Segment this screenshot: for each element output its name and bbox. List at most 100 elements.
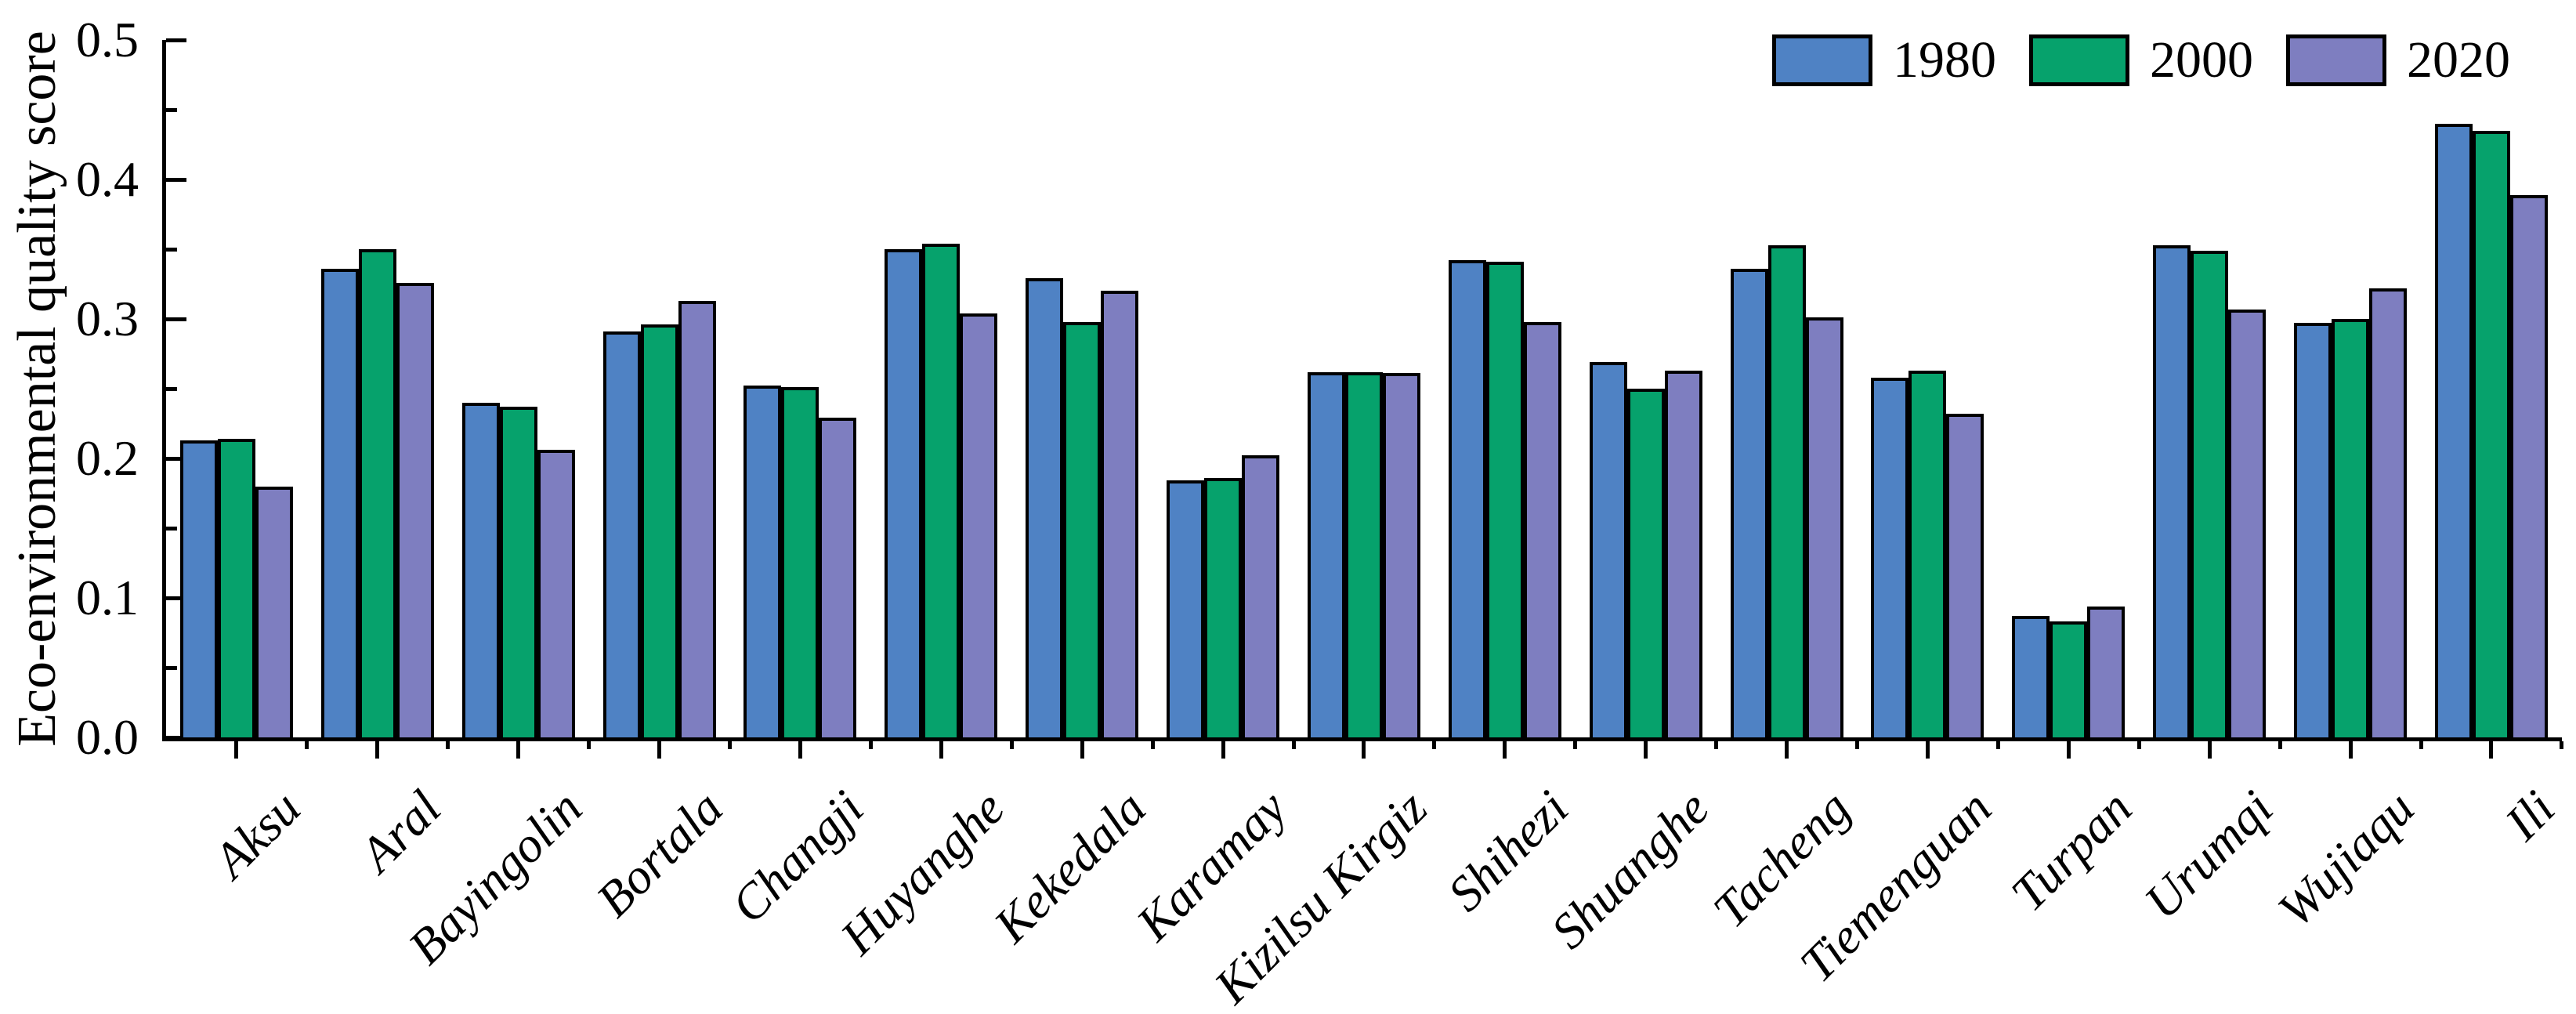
x-label-slot: Ili bbox=[2417, 780, 2565, 1001]
bar-group-shihezi bbox=[1435, 40, 1578, 759]
bar-kizilsu-kirgiz-1980 bbox=[1307, 371, 1345, 737]
bar-kizilsu-kirgiz-2000 bbox=[1344, 371, 1383, 737]
bar-wujiaqu-2020 bbox=[2369, 288, 2408, 737]
bar-group-urumqi bbox=[2139, 40, 2282, 759]
bar-karamay-1980 bbox=[1167, 480, 1205, 737]
x-major-tick bbox=[234, 741, 239, 759]
legend-label-2000: 2000 bbox=[2150, 31, 2253, 89]
bar-group-shuanghe bbox=[1576, 40, 1719, 759]
x-major-tick bbox=[798, 741, 802, 759]
x-label-slot: Shuanghe bbox=[1540, 780, 1720, 1001]
x-minor-tick bbox=[1291, 741, 1296, 749]
legend-entry-1980: 1980 bbox=[1772, 34, 1996, 86]
bar-group-tacheng bbox=[1717, 40, 1859, 759]
bar-huyanghe-1980 bbox=[885, 249, 923, 737]
bar-group-wujiaqu bbox=[2280, 40, 2423, 759]
x-label-slot: Shihezi bbox=[1431, 780, 1579, 1001]
x-major-tick bbox=[2207, 741, 2212, 759]
x-tick-label: Ili bbox=[2494, 780, 2566, 851]
x-label-slot: Bortala bbox=[585, 780, 733, 1001]
x-minor-tick bbox=[1573, 741, 1578, 749]
x-major-tick bbox=[1503, 741, 1507, 759]
x-major-tick bbox=[939, 741, 943, 759]
bar-urumqi-2000 bbox=[2191, 250, 2229, 737]
bar-bortala-2000 bbox=[640, 324, 678, 737]
legend-entry-2020: 2020 bbox=[2286, 34, 2510, 86]
y-axis-title: Eco-environmental quality score bbox=[7, 31, 67, 747]
bar-tacheng-2000 bbox=[1767, 244, 1806, 737]
bar-bayingolin-2000 bbox=[499, 407, 537, 737]
bar-shuanghe-2020 bbox=[1664, 370, 1702, 737]
bar-huyanghe-2020 bbox=[960, 313, 998, 737]
y-major-tick bbox=[166, 317, 186, 321]
bar-shihezi-2000 bbox=[1485, 262, 1524, 737]
x-label-slot: Tiemenguan bbox=[1789, 780, 2001, 1001]
x-major-tick bbox=[1362, 741, 1366, 759]
y-major-tick bbox=[166, 596, 186, 600]
bar-changji-2000 bbox=[781, 387, 819, 737]
bar-kekedala-2020 bbox=[1101, 291, 1139, 737]
legend-label-1980: 1980 bbox=[1893, 31, 1996, 89]
bar-ili-2020 bbox=[2509, 194, 2548, 737]
y-tick-label: 0.2 bbox=[76, 430, 139, 486]
bar-aral-2020 bbox=[396, 282, 434, 737]
bar-aral-2000 bbox=[358, 249, 396, 737]
x-minor-tick bbox=[868, 741, 873, 749]
bar-bayingolin-1980 bbox=[461, 402, 500, 737]
x-major-tick bbox=[2348, 741, 2353, 759]
x-minor-tick bbox=[728, 741, 732, 749]
x-label-slot: Huyanghe bbox=[830, 780, 1015, 1001]
bar-kekedala-2000 bbox=[1063, 321, 1102, 737]
x-major-tick bbox=[1080, 741, 1084, 759]
bar-group-changji bbox=[730, 40, 873, 759]
bar-shihezi-2020 bbox=[1523, 321, 1561, 737]
x-major-tick bbox=[1221, 741, 1225, 759]
bar-group-kekedala bbox=[1011, 40, 1155, 759]
bar-tacheng-2020 bbox=[1805, 317, 1843, 737]
x-tick-label: Urumqi bbox=[2133, 780, 2284, 930]
plot-area: 0.0 0.1 0.2 0.3 0.4 0.5 bbox=[76, 15, 2564, 762]
y-minor-tick bbox=[166, 386, 177, 391]
x-axis-labels: Aksu Aral Bayingolin Bortala Changji Huyanghe… bbox=[162, 780, 2565, 1014]
x-major-tick bbox=[2066, 741, 2071, 759]
x-minor-tick bbox=[446, 741, 450, 749]
legend-swatch-2020 bbox=[2286, 34, 2386, 86]
bar-groups bbox=[166, 40, 2564, 759]
bar-bortala-1980 bbox=[602, 331, 641, 737]
y-tick-label: 0.4 bbox=[76, 151, 139, 207]
x-tick-label: Turpan bbox=[2000, 780, 2143, 922]
bar-turpan-1980 bbox=[2012, 616, 2050, 737]
y-tick-label: 0.1 bbox=[76, 570, 139, 625]
x-label-slot: Urumqi bbox=[2134, 780, 2284, 1001]
legend-swatch-2000 bbox=[2029, 34, 2129, 86]
bar-group-turpan bbox=[1998, 40, 2141, 759]
x-minor-tick bbox=[2278, 741, 2282, 749]
bar-group-tiemenguan bbox=[1858, 40, 2000, 759]
bar-group-bayingolin bbox=[448, 40, 592, 759]
x-minor-tick bbox=[1009, 741, 1014, 749]
x-major-tick bbox=[375, 741, 380, 759]
x-minor-tick bbox=[1432, 741, 1437, 749]
x-tick-label: Shihezi bbox=[1437, 780, 1579, 922]
bar-group-ili bbox=[2421, 40, 2564, 759]
y-minor-tick bbox=[166, 526, 177, 531]
legend-label-2020: 2020 bbox=[2407, 31, 2510, 89]
x-tick-label: Kekedala bbox=[982, 780, 1156, 954]
bar-aksu-2020 bbox=[255, 486, 293, 737]
bar-bayingolin-2020 bbox=[537, 450, 575, 737]
x-label-slot: Wujiaqu bbox=[2267, 780, 2424, 1001]
x-minor-tick bbox=[587, 741, 592, 749]
x-label-slot: Kekedala bbox=[982, 780, 1156, 1001]
y-tick-label: 0.3 bbox=[76, 291, 139, 346]
bar-karamay-2000 bbox=[1204, 477, 1243, 737]
bar-kekedala-1980 bbox=[1026, 278, 1064, 737]
x-minor-tick bbox=[1995, 741, 2000, 749]
bar-wujiaqu-1980 bbox=[2294, 323, 2332, 737]
x-minor-tick bbox=[1855, 741, 1859, 749]
bar-changji-1980 bbox=[743, 386, 782, 737]
bar-shuanghe-1980 bbox=[1589, 362, 1627, 737]
x-major-tick bbox=[1785, 741, 1789, 759]
bar-urumqi-2020 bbox=[2228, 309, 2267, 737]
bar-ili-1980 bbox=[2434, 123, 2473, 737]
